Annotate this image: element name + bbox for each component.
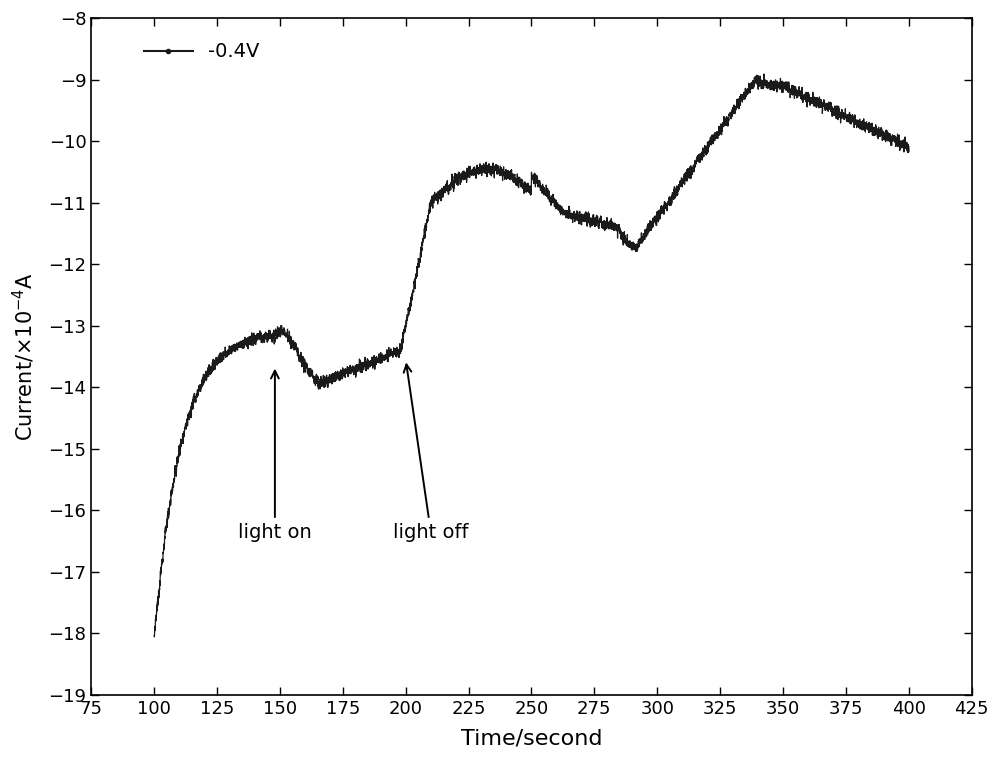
X-axis label: Time/second: Time/second [461, 729, 602, 749]
Y-axis label: Current/$\times$10$^{-4}$A: Current/$\times$10$^{-4}$A [11, 272, 37, 441]
Legend: -0.4V: -0.4V [136, 35, 267, 69]
Text: light off: light off [393, 365, 469, 542]
Text: light on: light on [238, 371, 312, 542]
